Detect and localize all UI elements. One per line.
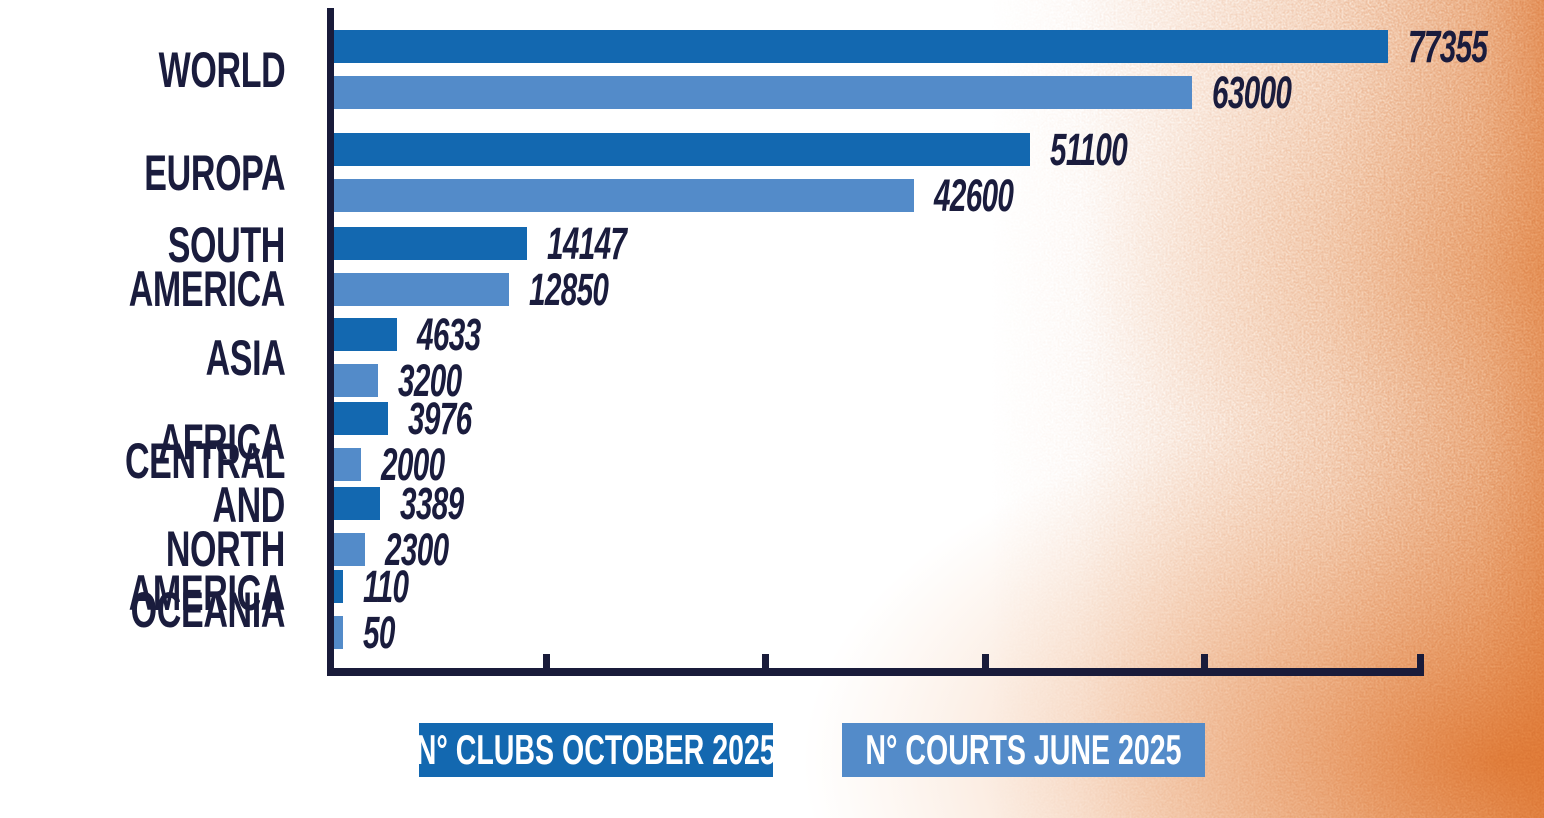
axis-tick (542, 654, 550, 668)
value-label-asia-clubs: 4633 (417, 309, 481, 360)
value-label-europa-courts: 42600 (934, 170, 1014, 221)
bar-asia-courts (334, 364, 378, 397)
category-label-central-and-north-america: CENTRAL AND NORTH AMERICA (0, 436, 285, 618)
bar-oceania-courts (334, 616, 343, 649)
category-label-text: CENTRAL AND NORTH AMERICA (124, 432, 285, 621)
x-axis-line (327, 668, 1424, 676)
legend-courts-label: N° COURTS JUNE 2025 (865, 726, 1182, 773)
axis-tick (981, 654, 989, 668)
bar-group-asia: 4633 3200 (334, 309, 1544, 406)
value-label-south-america-courts: 12850 (529, 264, 609, 315)
bar-group-world: 77355 63000 (334, 21, 1544, 118)
category-label-text: SOUTH AMERICA (128, 216, 286, 317)
bar-europa-clubs (334, 133, 1030, 166)
bar-south-america-clubs (334, 227, 527, 260)
value-label-central-and-north-america-clubs: 3389 (400, 478, 464, 529)
value-label-oceania-clubs: 110 (363, 561, 409, 612)
value-label-africa-courts: 2000 (381, 439, 445, 490)
bar-central-and-north-america-courts (334, 533, 365, 566)
bar-world-courts (334, 76, 1192, 109)
bar-group-central-and-north-america: 3389 2300 (334, 478, 1544, 575)
legend-item-clubs: N° CLUBS OCTOBER 2025 (415, 723, 777, 777)
value-label-world-courts: 63000 (1212, 67, 1292, 118)
axis-tick (1417, 654, 1424, 668)
category-label-asia: ASIA (0, 318, 285, 397)
legend-clubs-label: N° CLUBS OCTOBER 2025 (415, 726, 777, 773)
bar-africa-clubs (334, 402, 388, 435)
category-label-text: WORLD (158, 41, 285, 98)
bar-africa-courts (334, 448, 361, 481)
value-label-central-and-north-america-courts: 2300 (385, 524, 449, 575)
bar-asia-clubs (334, 318, 397, 351)
category-label-africa: AFRICA (0, 402, 286, 481)
value-label-africa-clubs: 3976 (408, 393, 472, 444)
bar-group-africa: 3976 2000 (334, 393, 1544, 490)
category-label-south-america: SOUTH AMERICA (0, 220, 286, 314)
category-label-europa: EUROPA (0, 133, 285, 212)
bar-world-clubs (334, 30, 1388, 63)
value-label-oceania-courts: 50 (363, 607, 395, 658)
category-label-text: EUROPA (144, 144, 285, 201)
category-label-world: WORLD (0, 30, 285, 109)
value-label-europa-clubs: 51100 (1050, 124, 1128, 175)
value-label-south-america-clubs: 14147 (547, 218, 627, 269)
bar-central-and-north-america-clubs (334, 487, 380, 520)
category-label-text: OCEANIA (130, 581, 286, 638)
category-label-oceania: OCEANIA (0, 570, 286, 649)
category-label-text: ASIA (205, 329, 285, 386)
bar-group-south-america: 14147 12850 (334, 218, 1544, 315)
legend-item-courts: N° COURTS JUNE 2025 (842, 723, 1205, 777)
bar-group-oceania: 110 50 (334, 561, 1544, 658)
axis-tick (1201, 654, 1209, 668)
bar-europa-courts (334, 179, 914, 212)
bar-oceania-clubs (334, 570, 343, 603)
bar-south-america-courts (334, 273, 509, 306)
bar-group-europa: 51100 42600 (334, 124, 1544, 221)
value-label-world-clubs: 77355 (1408, 21, 1488, 72)
value-label-asia-courts: 3200 (398, 355, 462, 406)
y-axis-line (327, 8, 334, 676)
category-label-text: AFRICA (158, 413, 286, 470)
axis-tick (762, 654, 770, 668)
